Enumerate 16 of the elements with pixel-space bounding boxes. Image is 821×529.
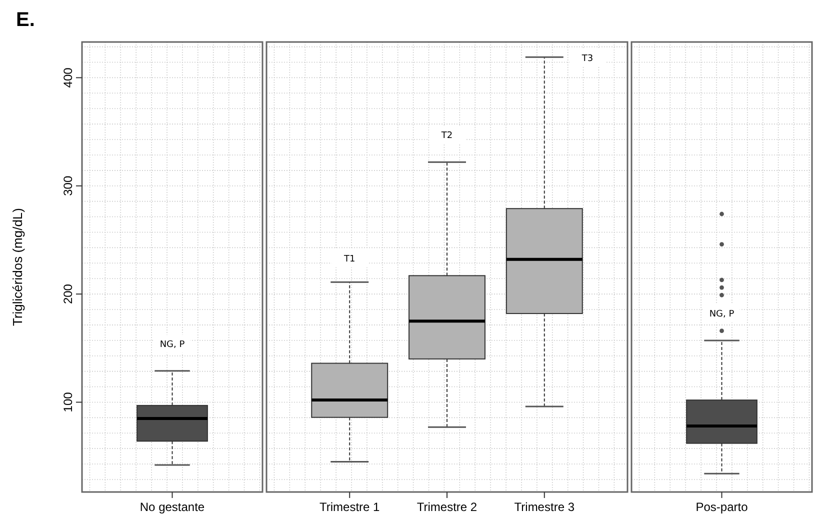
x-tick-label: Pos-parto xyxy=(696,500,748,514)
y-axis-title: Triglicéridos (mg/dL) xyxy=(10,208,25,326)
annotation: NG, P xyxy=(160,340,186,350)
annotation: T3 xyxy=(580,54,594,64)
y-tick-label: 100 xyxy=(61,392,75,412)
y-tick-label: 200 xyxy=(61,284,75,304)
annotation: T1 xyxy=(342,254,356,264)
chart-title: E. xyxy=(16,9,35,31)
x-tick-label: Trimestre 2 xyxy=(416,500,478,514)
x-tick-label: Trimestre 3 xyxy=(514,500,575,514)
y-tick-label: 400 xyxy=(61,67,75,88)
x-tick-label: Trimestre 1 xyxy=(319,500,380,514)
annotation: NG, P xyxy=(709,310,735,320)
x-tick-label: No gestante xyxy=(140,500,205,514)
annotation: T2 xyxy=(440,131,453,142)
y-tick-label: 300 xyxy=(61,176,75,196)
